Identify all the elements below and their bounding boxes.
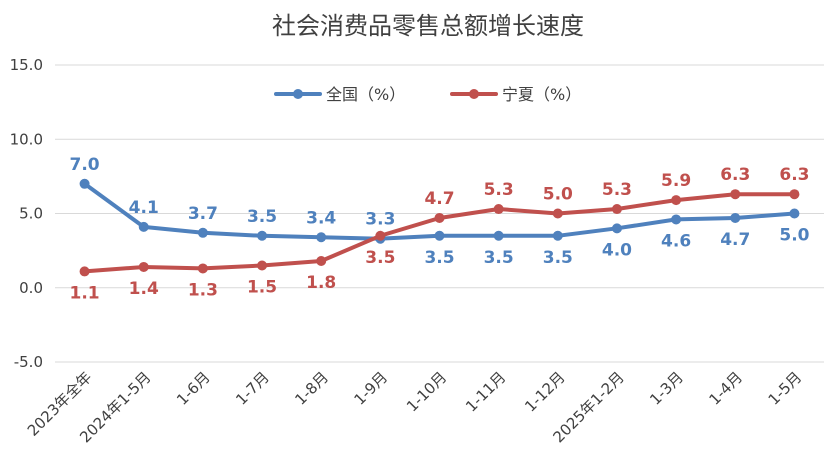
data-point: [789, 189, 800, 200]
data-point: [79, 266, 90, 277]
data-label: 3.7: [188, 204, 218, 224]
data-point: [611, 204, 622, 215]
y-tick-label: -5.0: [14, 353, 43, 371]
data-label: 3.3: [365, 210, 395, 230]
y-tick-label: 0.0: [19, 279, 43, 297]
x-tick-label: 1-8月: [291, 368, 332, 409]
data-point: [138, 261, 149, 272]
data-point: [257, 230, 268, 241]
data-label: 1.3: [188, 280, 218, 300]
data-label: 1.8: [306, 273, 336, 293]
data-label: 4.0: [602, 240, 632, 260]
data-point: [611, 223, 622, 234]
y-tick-label: 15.0: [10, 56, 43, 74]
x-tick-label: 1-10月: [403, 368, 450, 415]
data-point: [316, 232, 327, 243]
data-label: 7.0: [70, 155, 100, 175]
y-tick-label: 10.0: [10, 130, 43, 148]
x-tick-label: 1-5月: [765, 368, 806, 409]
y-tick-label: 5.0: [19, 205, 43, 223]
data-point: [197, 263, 208, 274]
data-labels: 7.0 4.1 3.7 3.5 3.4 3.3 3.5 3.5 3.5 4.0 4.6 4.7 5.0 1…: [70, 155, 810, 304]
x-tick-label: 1-9月: [351, 368, 392, 409]
data-label: 3.5: [247, 207, 277, 227]
data-point: [671, 195, 682, 206]
data-point: [730, 212, 741, 223]
data-label: 4.1: [129, 198, 159, 218]
chart-title: 社会消费品零售总额增长速度: [272, 12, 584, 40]
data-point: [375, 230, 386, 241]
data-point: [552, 230, 563, 241]
data-point: [552, 208, 563, 219]
data-point: [493, 230, 504, 241]
data-point: [316, 256, 327, 267]
data-point: [730, 189, 741, 200]
data-point: [789, 208, 800, 219]
data-label: 5.3: [484, 180, 514, 200]
data-point: [257, 260, 268, 271]
x-tick-label: 1-3月: [646, 368, 687, 409]
data-label: 3.5: [424, 248, 454, 268]
data-point: [493, 204, 504, 215]
data-label: 1.4: [129, 279, 159, 299]
legend: 全国（%） 宁夏（%）: [274, 85, 581, 104]
data-label: 5.0: [779, 226, 809, 246]
data-label: 5.3: [602, 180, 632, 200]
data-label: 1.1: [70, 283, 100, 303]
data-point: [138, 221, 149, 232]
y-axis-ticks: -5.0 0.0 5.0 10.0 15.0: [10, 56, 43, 371]
x-tick-label: 1-11月: [462, 368, 509, 415]
data-label: 1.5: [247, 277, 277, 297]
data-label: 3.4: [306, 208, 336, 228]
data-point: [79, 178, 90, 189]
x-tick-label: 1-7月: [232, 368, 273, 409]
data-label: 4.7: [424, 189, 454, 209]
legend-marker-1: [293, 89, 303, 99]
data-point: [197, 227, 208, 238]
x-tick-label: 1-6月: [173, 368, 214, 409]
data-label: 3.5: [484, 248, 514, 268]
data-point: [671, 214, 682, 225]
data-label: 3.5: [365, 248, 395, 268]
data-label: 3.5: [543, 248, 573, 268]
data-label: 4.6: [661, 231, 691, 251]
legend-label-1: 全国（%）: [326, 85, 405, 104]
x-tick-label: 1-4月: [705, 368, 746, 409]
data-label: 5.0: [543, 185, 573, 205]
data-label: 4.7: [720, 230, 750, 250]
data-point: [434, 230, 445, 241]
legend-label-2: 宁夏（%）: [502, 85, 581, 104]
x-tick-label: 1-12月: [521, 368, 568, 415]
legend-marker-2: [469, 89, 479, 99]
series-lines: [79, 178, 800, 277]
data-label: 6.3: [720, 165, 750, 185]
data-label: 6.3: [779, 165, 809, 185]
data-label: 5.9: [661, 171, 691, 191]
data-point: [434, 212, 445, 223]
